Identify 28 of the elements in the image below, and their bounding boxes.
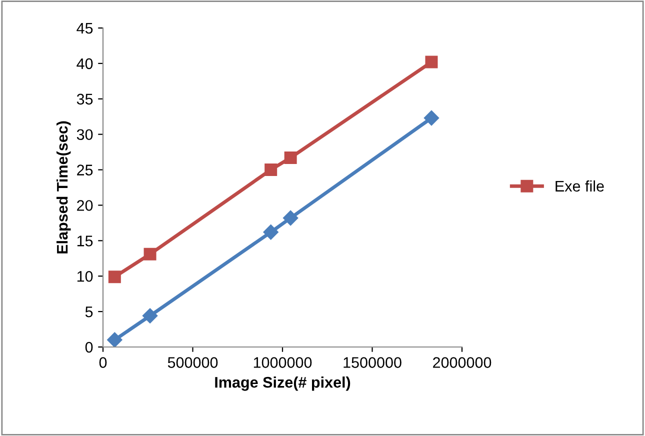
x-axis-title: Image Size(# pixel) [215, 376, 350, 391]
y-tick-label: 20 [77, 200, 93, 211]
point [144, 248, 156, 260]
x-tick-label: 0 [99, 357, 107, 368]
point [264, 164, 278, 176]
x-tick-label: 1000000 [254, 357, 312, 368]
y-tick-label: 45 [76, 23, 93, 34]
point [263, 224, 278, 240]
legend-label: Exe file [556, 180, 604, 192]
y-axis-title: Elapsed Time(sec) [56, 121, 71, 254]
x-tick-label: 1500000 [344, 357, 402, 368]
x-tick-label: 500000 [168, 357, 218, 368]
point [424, 110, 440, 126]
y-tick-label: 5 [85, 306, 93, 318]
x-tick-label: 2000000 [433, 357, 492, 368]
y-tick-label: 0 [85, 342, 93, 353]
y-tick-label: 30 [76, 129, 93, 140]
y-tick-label: 10 [77, 270, 93, 282]
point [283, 210, 298, 226]
y-tick-label: 40 [76, 58, 93, 70]
y-tick-label: 15 [77, 236, 93, 246]
y-tick-label: 25 [77, 164, 93, 176]
point [108, 270, 121, 284]
point [284, 151, 297, 164]
point [107, 332, 122, 347]
point [142, 308, 158, 324]
y-tick-label: 35 [76, 94, 93, 105]
point [425, 56, 438, 68]
